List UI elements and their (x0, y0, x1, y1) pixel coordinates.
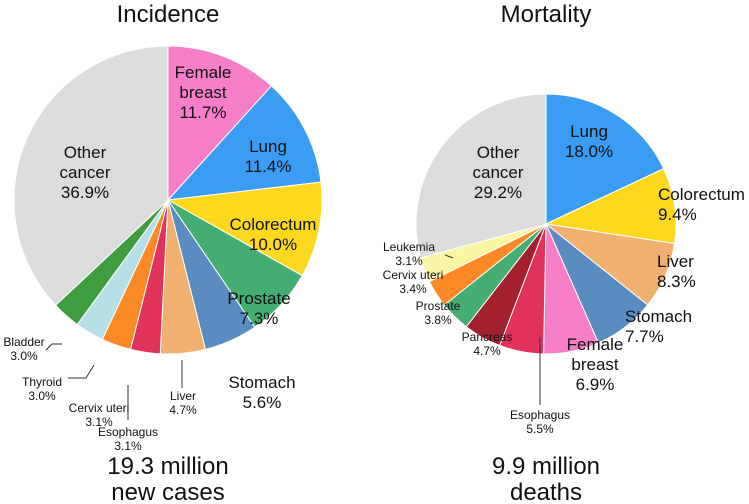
mortality-label-line: 6.9% (576, 375, 615, 394)
incidence-label-stomach: Stomach 5.6% (228, 373, 295, 412)
mortality-label-pancreas: Pancreas 4.7% (462, 330, 513, 358)
incidence-label-line: 3.0% (28, 389, 56, 403)
mortality-label-lung: Lung 18.0% (565, 122, 613, 161)
incidence-label-line: Thyroid (22, 375, 62, 389)
mortality-label-leukemia: Leukemia 3.1% (383, 240, 435, 268)
mortality-label-line: Cervix uteri (383, 268, 444, 282)
mortality-label-liver: Liver 8.3% (657, 252, 696, 291)
incidence-label-line: 36.9% (61, 183, 109, 202)
incidence-label-liver: Liver 4.7% (169, 389, 197, 417)
mortality-label-line: 3.8% (424, 313, 452, 327)
incidence-slice-other-cancer (13, 45, 169, 306)
incidence-label-line: 4.7% (169, 403, 197, 417)
mortality-total-count: 9.9 million (492, 453, 600, 480)
mortality-label-line: 7.7% (625, 327, 664, 346)
mortality-label-line: Esophagus (510, 408, 570, 422)
mortality-title: Mortality (501, 1, 592, 28)
incidence-label-cervix-uteri: Cervix uteri 3.1% (69, 401, 130, 429)
incidence-label-line: Prostate (227, 289, 290, 308)
incidence-chart: Incidence Female breast 11.7% Lung 11.4% Colo… (3, 1, 323, 504)
mortality-label-cervix-uteri: Cervix uteri 3.4% (383, 268, 444, 296)
incidence-label-line: Bladder (3, 335, 44, 349)
incidence-label-line: Other (64, 143, 107, 162)
mortality-slice-lung (545, 93, 665, 225)
mortality-label-other-cancer: Other cancer 29.2% (472, 143, 523, 202)
incidence-leader-thyroid (68, 364, 95, 379)
mortality-slice-other-cancer (415, 93, 547, 259)
incidence-label-line: 5.6% (243, 393, 282, 412)
incidence-total-unit: new cases (111, 479, 224, 504)
mortality-label-line: 9.4% (658, 205, 697, 224)
mortality-total-unit: deaths (510, 479, 582, 504)
mortality-label-line: Lung (570, 122, 608, 141)
incidence-label-prostate: Prostate 7.3% (227, 289, 290, 328)
incidence-label-line: Cervix uteri (69, 401, 130, 415)
incidence-total-count: 19.3 million (107, 453, 228, 480)
incidence-label-line: Esophagus (98, 425, 158, 439)
incidence-label-line: Female (175, 63, 232, 82)
incidence-label-line: 3.0% (10, 349, 38, 363)
mortality-label-line: Prostate (416, 299, 461, 313)
incidence-label-thyroid: Thyroid 3.0% (22, 375, 62, 403)
incidence-label-line: breast (179, 83, 227, 102)
incidence-slice-female-breast (167, 45, 273, 202)
mortality-label-line: Other (477, 143, 520, 162)
mortality-label-colorectum: Colorectum 9.4% (658, 185, 745, 224)
incidence-label-female-breast: Female breast 11.7% (175, 63, 232, 122)
mortality-leader-leukemia (444, 254, 454, 259)
incidence-label-line: 3.1% (114, 439, 142, 453)
mortality-label-line: 4.7% (473, 344, 501, 358)
mortality-slice-colorectum (544, 167, 677, 245)
mortality-label-line: Stomach (625, 307, 692, 326)
incidence-label-line: 11.7% (180, 103, 227, 122)
incidence-label-line: Lung (249, 137, 287, 156)
incidence-label-bladder: Bladder 3.0% (3, 335, 44, 363)
mortality-label-line: Leukemia (383, 240, 435, 254)
incidence-title: Incidence (117, 1, 220, 28)
incidence-label-line: 11.4% (245, 157, 292, 176)
mortality-label-line: Colorectum (658, 185, 745, 204)
mortality-chart: Mortality Lung 18.0% Colorectum 9.4% Liver 8.… (383, 1, 745, 504)
incidence-label-esophagus: Esophagus 3.1% (98, 425, 158, 453)
incidence-slices (13, 45, 323, 355)
mortality-label-esophagus: Esophagus 5.5% (510, 408, 570, 436)
mortality-label-female-breast: Female breast 6.9% (567, 335, 624, 394)
mortality-slices (415, 93, 677, 355)
incidence-label-other-cancer: Other cancer 36.9% (59, 143, 110, 202)
mortality-labels: Lung 18.0% Colorectum 9.4% Liver 8.3% Stomach 7… (383, 122, 745, 436)
incidence-label-line: 10.0% (249, 235, 297, 254)
mortality-label-line: 3.1% (395, 254, 423, 268)
incidence-slice-lung (166, 85, 322, 201)
mortality-label-line: Pancreas (462, 330, 513, 344)
mortality-label-line: 29.2% (474, 183, 522, 202)
mortality-label-line: breast (571, 355, 619, 374)
incidence-label-colorectum: Colorectum 10.0% (230, 215, 317, 254)
incidence-label-line: 3.1% (85, 415, 113, 429)
incidence-labels: Female breast 11.7% Lung 11.4% Colorectum 10.0… (3, 63, 316, 453)
incidence-label-line: Liver (170, 389, 196, 403)
mortality-label-line: cancer (472, 163, 523, 182)
incidence-label-line: Colorectum (230, 215, 317, 234)
mortality-label-stomach: Stomach 7.7% (625, 307, 692, 346)
incidence-label-line: Stomach (228, 373, 295, 392)
incidence-label-lung: Lung 11.4% (245, 137, 292, 176)
incidence-label-line: 7.3% (240, 309, 279, 328)
mortality-label-line: 3.4% (399, 282, 427, 296)
mortality-label-line: 18.0% (565, 142, 613, 161)
incidence-leader-bladder (45, 343, 62, 351)
mortality-label-prostate: Prostate 3.8% (416, 299, 461, 327)
incidence-label-line: cancer (59, 163, 110, 182)
mortality-label-line: 5.5% (526, 422, 554, 436)
mortality-label-line: 8.3% (657, 272, 696, 291)
incidence-slice-colorectum (166, 181, 323, 277)
mortality-label-line: Liver (657, 252, 694, 271)
mortality-label-line: Female (567, 335, 624, 354)
